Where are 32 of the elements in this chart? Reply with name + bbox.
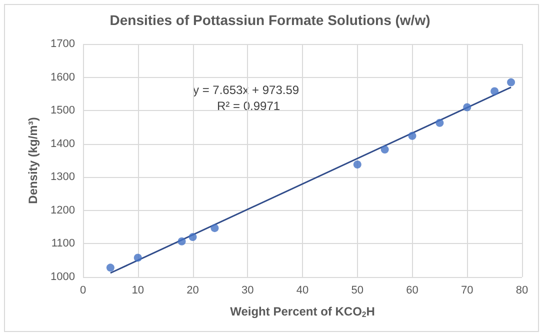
y-tick-label: 1400	[50, 138, 75, 150]
x-tick-label: 50	[351, 284, 364, 296]
point	[507, 78, 516, 86]
point	[408, 132, 416, 140]
point	[178, 237, 186, 246]
y-tick-label: 1100	[51, 238, 75, 250]
x-tick-label: 20	[186, 284, 199, 296]
point	[134, 254, 142, 262]
point	[380, 146, 389, 154]
y-axis-title: Density (kg/m³)	[26, 117, 40, 204]
x-tick-label: 40	[296, 284, 309, 296]
x-tick-label: 30	[242, 284, 254, 296]
y-tick-label: 1500	[50, 104, 75, 117]
point	[353, 160, 362, 168]
x-tick-label: 70	[461, 284, 474, 296]
y-tick-label: 1700	[50, 38, 75, 50]
point	[436, 118, 444, 127]
chart-title: Densities of Pottassiun Formate Solutions (w/w)	[110, 12, 430, 28]
point	[210, 224, 219, 232]
y-tick-label: 1200	[50, 204, 75, 216]
y-tick-label: 1000	[50, 271, 75, 283]
point	[463, 103, 472, 112]
point	[188, 233, 197, 242]
point	[106, 264, 114, 272]
x-tick-label: 0	[80, 284, 86, 296]
x-tick-label: 10	[132, 284, 144, 296]
y-tick-label: 1300	[50, 171, 75, 184]
x-tick-label: 80	[516, 284, 528, 296]
y-tick-label: 1600	[50, 71, 75, 84]
annotation: R² = 0.9971	[217, 99, 280, 113]
x-tick-label: 60	[406, 284, 418, 296]
point	[490, 87, 499, 96]
